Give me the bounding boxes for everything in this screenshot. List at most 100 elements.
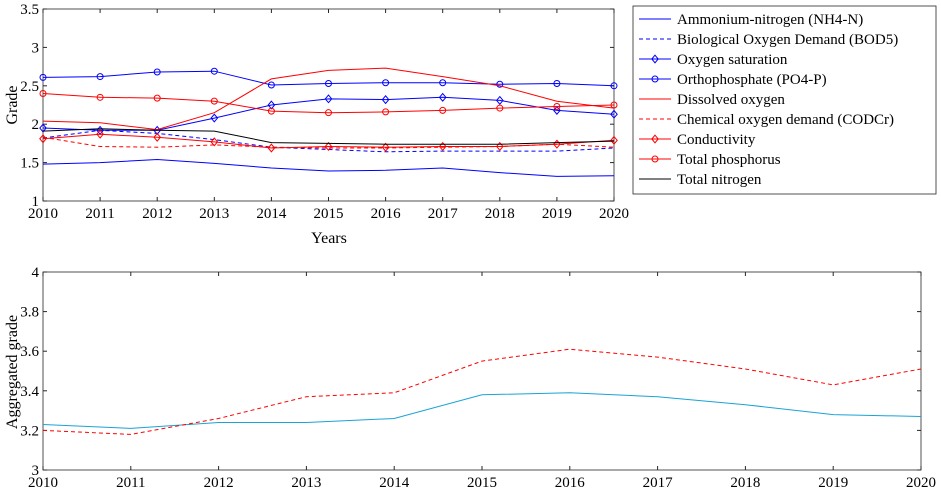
y-tick-label-1-3: 2.5 (20, 79, 39, 95)
series-point-1-3-6 (382, 79, 390, 87)
legend-marker-7 (651, 155, 659, 163)
series-point-1-3-8 (496, 80, 504, 88)
x-tick-label-1-9: 2019 (542, 206, 572, 222)
legend-label-7: Total phosphorus (677, 152, 781, 168)
series-line-1-6 (42, 133, 615, 149)
x-tick-label-1-0: 2010 (28, 206, 58, 222)
legend-label-6: Conductivity (677, 132, 756, 148)
legend-box (632, 5, 937, 195)
series-point-1-7-7 (439, 106, 447, 114)
y-tick-label-1-2: 2 (32, 117, 40, 133)
series-line-1-0 (42, 158, 615, 177)
series-point-1-3-2 (153, 68, 161, 76)
series-line-1-1 (42, 129, 615, 153)
y-tick-label-2-5: 4 (32, 265, 40, 281)
series-line-1-8 (42, 128, 615, 145)
x-tick-label-2-3: 2013 (291, 475, 321, 491)
series-point-1-3-3 (210, 67, 218, 75)
x-axis-label-top: Years (311, 230, 347, 247)
x-tick-label-2-2: 2012 (204, 475, 234, 491)
legend-marker-6 (651, 134, 659, 144)
x-tick-label-2-8: 2018 (730, 475, 760, 491)
legend-label-5: Chemical oxygen demand (CODCr) (677, 112, 894, 128)
legend-label-4: Dissolved oxygen (677, 92, 785, 108)
x-tick-label-1-4: 2014 (256, 206, 287, 222)
y-tick-label-1-4: 3 (32, 40, 40, 56)
x-tick-label-1-3: 2013 (199, 206, 229, 222)
series-point-1-2-0 (39, 123, 47, 133)
x-tick-label-1-10: 2020 (599, 206, 629, 222)
x-tick-label-2-10: 2020 (906, 475, 936, 491)
series-point-1-7-0 (39, 89, 47, 97)
series-point-1-6-6 (381, 142, 390, 152)
series-point-1-3-9 (553, 79, 561, 87)
series-point-1-6-7 (438, 141, 447, 152)
x-tick-label-1-2: 2012 (142, 206, 172, 222)
series-point-1-7-5 (325, 109, 332, 117)
series-point-1-2-4 (267, 100, 276, 110)
series-point-1-6-1 (96, 129, 104, 139)
series-point-1-6-4 (267, 143, 276, 153)
series-point-1-7-1 (96, 93, 104, 101)
series-point-1-7-10 (610, 101, 618, 109)
y-tick-label-2-1: 3.2 (20, 423, 39, 439)
series-point-1-7-4 (267, 107, 275, 115)
legend-label-3: Orthophosphate (PO4-P) (677, 72, 827, 88)
y-axis-label-bottom: Aggregated grade (4, 315, 21, 429)
x-tick-label-2-1: 2011 (116, 475, 145, 491)
y-tick-label-1-1: 1.5 (20, 156, 39, 172)
x-tick-label-2-9: 2019 (818, 475, 848, 491)
x-tick-label-2-0: 2010 (28, 475, 58, 491)
y-axis-label-top: Grade (4, 85, 21, 124)
series-point-1-2-3 (210, 113, 219, 123)
y-tick-label-2-2: 3.4 (20, 384, 39, 400)
y-tick-label-2-0: 3 (32, 463, 40, 479)
x-tick-label-1-1: 2011 (85, 206, 114, 222)
series-line-1-3 (42, 70, 615, 87)
series-line-1-7 (42, 93, 615, 114)
legend-marker-2 (651, 54, 659, 64)
x-tick-label-2-6: 2016 (555, 475, 586, 491)
legend-label-1: Biological Oxygen Demand (BOD5) (677, 32, 898, 48)
series-point-1-6-3 (210, 137, 219, 147)
series-point-1-3-0 (39, 73, 47, 81)
series-point-1-6-0 (39, 134, 47, 144)
series-point-1-2-6 (381, 95, 390, 105)
series-point-1-6-2 (153, 132, 162, 142)
legend-label-0: Ammonium-nitrogen (NH4-N) (677, 12, 863, 28)
series-point-1-6-10 (610, 135, 618, 145)
y-tick-label-2-4: 3.8 (20, 305, 39, 321)
legend-label-2: Oxygen saturation (677, 52, 788, 68)
series-point-1-2-7 (438, 92, 447, 102)
series-point-1-6-5 (324, 141, 333, 152)
chart-top: 2010 2011 2012 2013 2014 2015 2016 2017 2018 2019… (20, 2, 937, 222)
x-tick-label-1-5: 2015 (314, 206, 344, 222)
x-tick-label-2-7: 2017 (643, 475, 674, 491)
series-point-1-7-3 (210, 97, 218, 105)
y-tick-label-2-3: 3.6 (20, 344, 39, 360)
series-line-2-1 (42, 348, 922, 435)
series-point-1-3-1 (96, 73, 104, 81)
legend-marker-3 (651, 75, 659, 83)
series-line-2-0 (42, 392, 922, 429)
chart-bottom: 2010 2011 2012 2013 2014 2015 2016 2017 2018 2019… (20, 265, 936, 491)
series-point-1-6-8 (495, 141, 504, 152)
series-point-1-3-4 (267, 81, 275, 89)
series-point-1-7-9 (553, 103, 561, 111)
x-tick-label-1-6: 2016 (371, 206, 402, 222)
series-point-1-2-8 (495, 95, 504, 105)
series-point-1-2-5 (324, 94, 333, 104)
series-point-1-7-8 (496, 104, 504, 112)
legend-label-8: Total nitrogen (677, 172, 762, 188)
series-point-1-7-2 (153, 94, 161, 102)
series-line-1-4 (42, 67, 615, 131)
series-point-1-3-5 (325, 79, 332, 87)
x-tick-label-1-7: 2017 (428, 206, 459, 222)
series-point-1-3-10 (610, 82, 618, 90)
y-tick-label-1-5: 3.5 (20, 2, 39, 18)
series-point-1-3-7 (439, 79, 447, 87)
x-tick-label-2-5: 2015 (467, 475, 497, 491)
plot-area-2 (42, 271, 922, 471)
series-point-1-7-6 (382, 108, 390, 116)
